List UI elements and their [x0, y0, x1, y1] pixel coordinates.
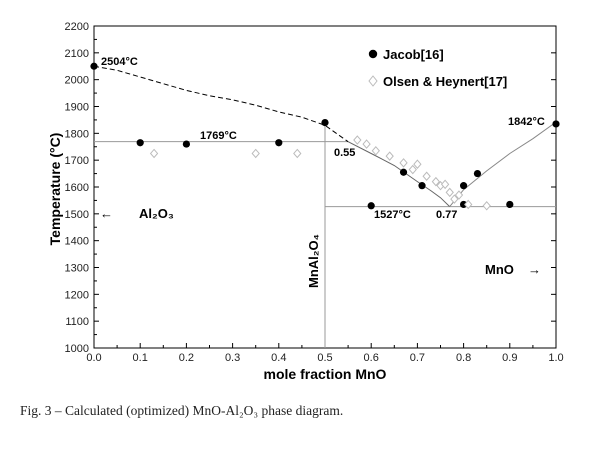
olsen-data-point: [385, 151, 394, 161]
olsen-data-point: [408, 164, 417, 175]
olsen-data-point: [464, 199, 473, 210]
jacob-data-point: [182, 140, 190, 148]
jacob-data-point: [473, 169, 482, 178]
y-tick-label: 1600: [65, 182, 89, 194]
x-tick-label: 0.4: [271, 352, 286, 364]
plot-axes: 0.0 0.1 0.2 0.3 0.4 0.5 0.6 0.7 0.8 0.9 1.0 1000 110…: [65, 21, 564, 364]
x-tick-label: 0.5: [317, 352, 332, 364]
phase-label-al2o3: Al₂O₃: [139, 206, 174, 221]
y-tick-label: 1500: [65, 209, 89, 221]
legend-label-olsen: Olsen & Heynert[17]: [383, 74, 507, 89]
olsen-data-point: [371, 146, 380, 156]
y-tick-label: 2000: [65, 75, 89, 87]
olsen-data-point: [362, 139, 371, 149]
olsen-data-point: [413, 159, 422, 169]
jacob-series: [90, 62, 560, 210]
olsen-data-point: [399, 158, 408, 168]
phase-label-mnal2o4: MnAl₂O₄: [306, 234, 321, 288]
y-tick-label: 1900: [65, 102, 89, 114]
liquidus-right-curve: [449, 121, 557, 207]
y-tick-label: 1700: [65, 155, 89, 167]
olsen-data-point: [293, 148, 302, 159]
annotation-077: 0.77: [436, 209, 457, 221]
arrow-right-glyph: →: [528, 262, 541, 277]
legend-marker-jacob: [368, 49, 378, 59]
liquidus-curves: [93, 65, 557, 348]
y-tick-label: 1000: [65, 343, 89, 355]
jacob-data-point: [506, 200, 514, 209]
olsen-data-point: [149, 148, 159, 159]
jacob-data-point: [460, 182, 468, 190]
liquidus-left-curve: [93, 65, 349, 143]
annotation-1527: 1527°C: [374, 209, 411, 221]
olsen-data-point: [445, 187, 454, 198]
x-tick-label: 0.6: [364, 352, 379, 364]
x-tick-label: 0.1: [133, 352, 148, 364]
olsen-data-point: [450, 194, 459, 204]
olsen-data-point: [251, 148, 260, 159]
figure-caption: Fig. 3 – Calculated (optimized) MnO-Al₂O…: [20, 403, 344, 418]
jacob-data-point: [460, 200, 468, 209]
legend: Jacob[16] Olsen & Heynert[17]: [368, 47, 507, 89]
y-tick-label: 1400: [65, 236, 89, 248]
x-tick-label: 0.3: [225, 352, 240, 364]
x-tick-label: 1.0: [548, 352, 563, 364]
x-tick-label: 0.7: [410, 352, 425, 364]
x-tick-label: 0.8: [456, 352, 471, 364]
olsen-data-point: [440, 179, 450, 190]
phase-label-mno: MnO: [485, 262, 514, 277]
annotation-1769: 1769°C: [200, 130, 237, 142]
jacob-data-point: [418, 182, 426, 190]
y-tick-label: 1800: [65, 128, 89, 140]
liquidus-middle-curve: [347, 141, 451, 207]
jacob-data-point: [399, 168, 408, 176]
phase-diagram-chart: 0.0 0.1 0.2 0.3 0.4 0.5 0.6 0.7 0.8 0.9 1.0 1000 110…: [47, 21, 564, 382]
y-tick-label: 2100: [65, 48, 89, 60]
legend-marker-olsen: [368, 75, 378, 87]
y-tick-label: 1100: [65, 316, 89, 328]
annotation-055: 0.55: [334, 147, 355, 159]
olsen-data-point: [353, 135, 362, 145]
annotation-2504: 2504°C: [101, 56, 138, 68]
x-axis-title: mole fraction MnO: [264, 366, 387, 382]
y-tick-label: 1300: [65, 263, 89, 275]
olsen-data-point: [482, 201, 491, 211]
jacob-data-point: [275, 139, 283, 147]
jacob-data-point: [321, 119, 329, 127]
y-tick-label: 2200: [65, 21, 89, 33]
olsen-series: [149, 135, 491, 211]
x-tick-label: 0.0: [86, 352, 101, 364]
legend-label-jacob: Jacob[16]: [383, 47, 444, 62]
y-tick-label: 1200: [65, 289, 89, 301]
annotation-1842: 1842°C: [508, 116, 545, 128]
olsen-data-point: [431, 176, 441, 187]
jacob-data-point: [552, 120, 560, 128]
olsen-data-point: [454, 190, 464, 200]
jacob-data-point: [367, 202, 375, 210]
arrow-left-glyph: ←: [100, 206, 113, 221]
jacob-data-point: [136, 139, 144, 147]
x-tick-label: 0.9: [502, 352, 517, 364]
x-tick-label: 0.2: [179, 352, 194, 364]
y-axis-title: Temperature (°C): [47, 133, 63, 246]
olsen-data-point: [422, 171, 431, 182]
jacob-data-point: [90, 62, 98, 70]
